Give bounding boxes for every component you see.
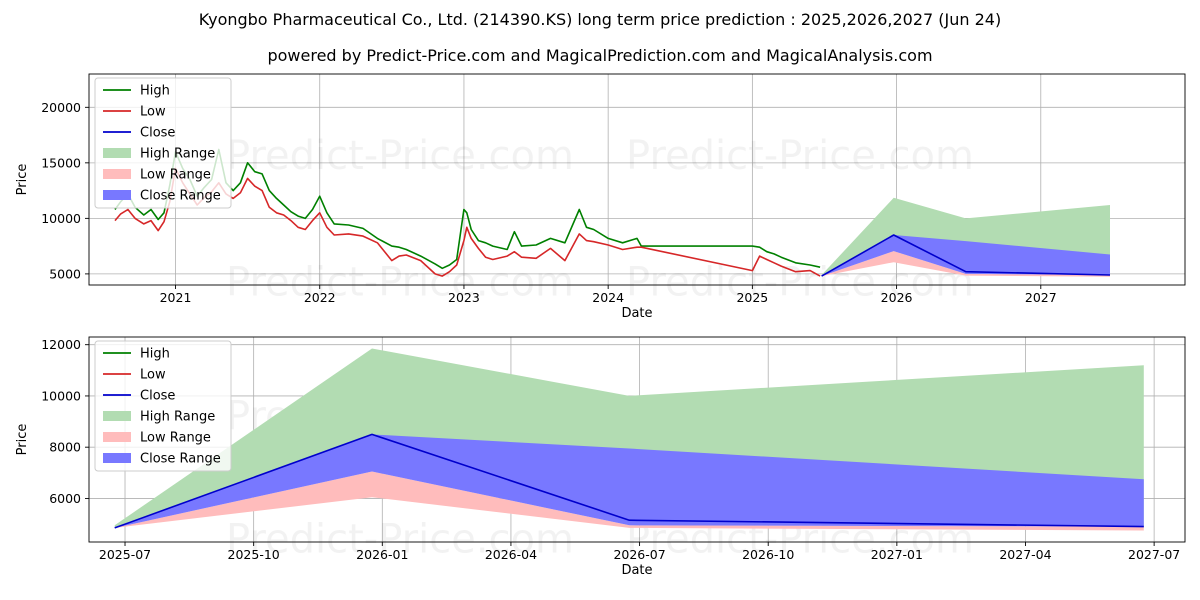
legend-label: Close Range: [140, 189, 221, 204]
y-tick-label: 8000: [49, 440, 81, 455]
y-tick-label: 10000: [41, 388, 81, 403]
x-tick-label: 2022: [304, 290, 336, 305]
legend-label: High: [140, 347, 170, 362]
x-tick-label: 2025-10: [228, 547, 280, 562]
legend: High Low Close High Range Low Range Close Ran…: [94, 77, 232, 209]
x-tick-label: 2027-07: [1128, 547, 1180, 562]
legend-label: High: [140, 84, 170, 99]
x-tick-label: 2026-07: [613, 547, 665, 562]
plot-panel-2: Predict-Price.comPredict-Price.comPredic…: [15, 336, 1186, 578]
watermark-text: Predict-Price.com: [226, 516, 574, 562]
chart-title: Kyongbo Pharmaceutical Co., Ltd. (214390…: [198, 10, 1002, 29]
legend-swatch-low-range: [103, 169, 131, 179]
x-tick-label: 2026-01: [356, 547, 408, 562]
x-tick-label: 2026-04: [485, 547, 537, 562]
y-axis-label: Price: [15, 424, 30, 456]
legend-label: High Range: [140, 410, 215, 425]
x-tick-label: 2021: [160, 290, 192, 305]
legend-swatch-high-range: [103, 411, 131, 421]
chart-subtitle: powered by Predict-Price.com and Magical…: [267, 46, 933, 65]
legend-swatch-close-range: [103, 453, 131, 463]
y-tick-label: 5000: [49, 266, 81, 281]
series-low-range-area: [114, 471, 1144, 531]
series-close-line: [821, 234, 1111, 277]
series-close-line: [114, 433, 1144, 529]
legend-label: High Range: [140, 147, 215, 162]
y-tick-label: 6000: [49, 491, 81, 506]
plot-frame: [88, 73, 1186, 286]
legend-label: Close: [140, 126, 175, 141]
x-tick-label: 2026: [881, 290, 913, 305]
plot-frame: [88, 336, 1186, 543]
x-tick-label: 2024: [592, 290, 624, 305]
x-tick-label: 2026-10: [742, 547, 794, 562]
y-tick-label: 10000: [41, 211, 81, 226]
series-close-range-area: [821, 235, 1110, 277]
legend-label: Low Range: [140, 431, 211, 446]
x-tick-label: 2025-07: [99, 547, 151, 562]
x-tick-label: 2023: [448, 290, 480, 305]
watermark-text: Predict-Price.com: [626, 133, 974, 179]
y-tick-label: 15000: [41, 155, 81, 170]
watermark-text: Predict-Price.com: [626, 260, 974, 306]
legend-label: Low Range: [140, 168, 211, 183]
legend-label: Close Range: [140, 452, 221, 467]
legend-label: Low: [140, 368, 166, 383]
legend-swatch-close-range: [103, 190, 131, 200]
plot-panel-1: Predict-Price.com Predict-Price.com Predic…: [15, 73, 1186, 321]
x-tick-label: 2027: [1025, 290, 1057, 305]
legend-label: Close: [140, 389, 175, 404]
plot-area: [114, 348, 1144, 531]
y-tick-label: 20000: [41, 100, 81, 115]
x-tick-label: 2027-01: [871, 547, 923, 562]
legend-swatch-low-range: [103, 432, 131, 442]
watermark-text: Predict-Price.com: [226, 260, 574, 306]
y-tick-label: 12000: [41, 337, 81, 352]
x-tick-label: 2025: [736, 290, 768, 305]
x-axis-label: Date: [621, 306, 652, 321]
watermark-text: Predict-Price.com: [226, 133, 574, 179]
series-close-range-area: [114, 434, 1144, 528]
x-axis-label: Date: [621, 563, 652, 578]
legend-swatch-high-range: [103, 148, 131, 158]
legend-label: Low: [140, 105, 166, 120]
legend: High Low Close High Range Low Range Close Ran…: [94, 340, 232, 472]
x-tick-label: 2027-04: [999, 547, 1051, 562]
y-axis-label: Price: [15, 164, 30, 196]
series-low-range-area: [821, 251, 1110, 277]
